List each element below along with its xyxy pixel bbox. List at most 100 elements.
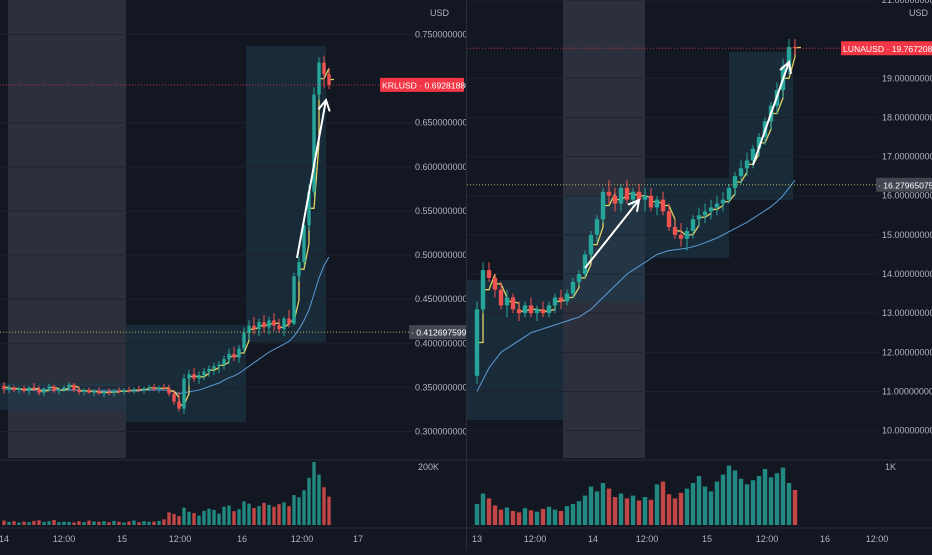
x-tick-label: 13 bbox=[472, 534, 482, 544]
candle-body bbox=[624, 187, 630, 200]
volume-bar bbox=[588, 486, 594, 525]
x-tick-label: 16 bbox=[820, 534, 830, 544]
candle-body bbox=[272, 320, 276, 326]
candle-body bbox=[32, 387, 36, 390]
volume-bar bbox=[267, 504, 271, 525]
candle-body bbox=[678, 234, 684, 239]
candle-body bbox=[480, 270, 486, 310]
candle-body bbox=[756, 137, 762, 149]
trend-arrow-head bbox=[317, 97, 331, 112]
last-price-tag-label: KRLUSD · 0.6928188625 bbox=[382, 80, 466, 90]
volume-bar bbox=[322, 487, 326, 525]
candle-body bbox=[182, 378, 186, 409]
candle-body bbox=[147, 387, 151, 389]
volume-bar bbox=[232, 511, 236, 525]
candle-body bbox=[242, 332, 246, 349]
candle-body bbox=[112, 390, 116, 393]
candle-body bbox=[252, 325, 256, 330]
volume-bar bbox=[582, 495, 588, 525]
candle-body bbox=[600, 191, 606, 220]
volume-bar bbox=[618, 493, 624, 525]
candle-body bbox=[726, 187, 732, 200]
candle-body bbox=[702, 211, 708, 216]
volume-bar bbox=[107, 522, 111, 525]
volume-bar bbox=[77, 521, 81, 525]
candle-body bbox=[594, 219, 600, 235]
volume-bar bbox=[92, 521, 96, 525]
candle-body bbox=[570, 281, 576, 294]
candle-body bbox=[192, 374, 196, 379]
x-tick-label: 12:00 bbox=[756, 534, 779, 544]
candle-body bbox=[172, 393, 176, 402]
x-tick-label: 15 bbox=[702, 534, 712, 544]
candle-body bbox=[552, 297, 558, 306]
volume-bar bbox=[222, 506, 226, 525]
volume-bar bbox=[516, 512, 522, 525]
y-tick-label: 0.3000000000 bbox=[415, 427, 466, 437]
candle-body bbox=[792, 46, 798, 49]
volume-bar bbox=[292, 495, 296, 525]
x-tick-label: 12:00 bbox=[524, 534, 547, 544]
volume-bar bbox=[570, 504, 576, 525]
candle-body bbox=[576, 274, 582, 282]
volume-bar bbox=[72, 522, 76, 525]
volume-bar bbox=[750, 480, 756, 525]
candle-body bbox=[62, 387, 66, 390]
candle-body bbox=[227, 353, 231, 360]
volume-bar bbox=[247, 503, 251, 525]
candle-body bbox=[696, 215, 702, 220]
candle-body bbox=[72, 384, 76, 391]
volume-bar bbox=[182, 507, 186, 525]
candle-body bbox=[708, 207, 714, 212]
volume-bar bbox=[37, 520, 41, 525]
volume-bar bbox=[202, 510, 206, 525]
volume-bar bbox=[192, 513, 196, 525]
volume-bar bbox=[702, 486, 708, 525]
volume-bar bbox=[297, 497, 301, 525]
candle-body bbox=[642, 195, 648, 200]
candle-body bbox=[232, 353, 236, 358]
volume-bar bbox=[768, 477, 774, 525]
volume-bar bbox=[272, 506, 276, 525]
volume-bar bbox=[12, 521, 16, 525]
volume-bar bbox=[7, 521, 11, 525]
volume-bar bbox=[762, 469, 768, 525]
volume-bar bbox=[2, 520, 6, 525]
secondary-price-tag-label: · 16.279650753 bbox=[878, 180, 932, 190]
volume-bar bbox=[648, 499, 654, 525]
volume-bar bbox=[774, 473, 780, 525]
volume-bar bbox=[696, 476, 702, 525]
candle-body bbox=[177, 401, 181, 409]
candle-body bbox=[77, 390, 81, 392]
candle-body bbox=[82, 390, 86, 392]
candle-body bbox=[22, 388, 26, 391]
volume-bar bbox=[137, 522, 141, 525]
volume-bar bbox=[660, 481, 666, 525]
volume-bar bbox=[612, 497, 618, 525]
candle-body bbox=[262, 322, 266, 328]
volume-bar bbox=[172, 513, 176, 525]
volume-bar bbox=[708, 491, 714, 525]
volume-bar bbox=[22, 521, 26, 525]
volume-bar bbox=[52, 519, 56, 525]
candle-body bbox=[582, 254, 588, 275]
candle-body bbox=[744, 160, 750, 169]
volume-bar bbox=[564, 506, 570, 525]
volume-bar bbox=[720, 474, 726, 525]
candle-body bbox=[636, 191, 642, 200]
candle-body bbox=[42, 388, 46, 393]
x-tick-label: 14 bbox=[0, 534, 9, 544]
volume-bar bbox=[242, 501, 246, 525]
